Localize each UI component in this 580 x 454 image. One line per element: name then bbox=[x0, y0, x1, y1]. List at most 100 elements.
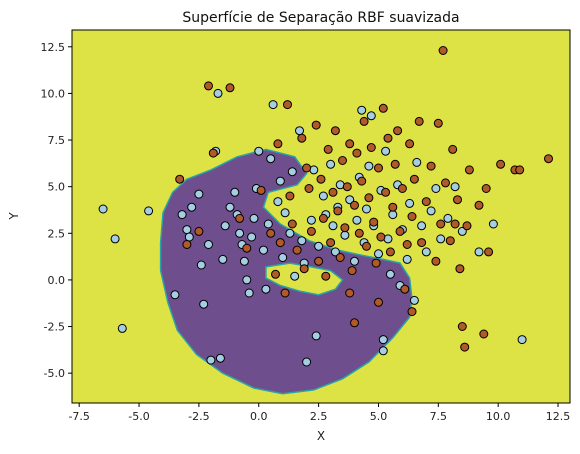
data-point-class-1 bbox=[417, 238, 427, 248]
data-point-class-0 bbox=[170, 290, 180, 300]
data-point-class-0 bbox=[388, 210, 398, 220]
x-axis-label: X bbox=[317, 429, 325, 443]
data-point-class-1 bbox=[450, 219, 460, 229]
data-point-class-0 bbox=[364, 161, 374, 171]
data-point-class-1 bbox=[393, 126, 403, 136]
data-point-class-1 bbox=[271, 269, 280, 279]
data-point-class-1 bbox=[402, 240, 412, 249]
data-point-class-0 bbox=[378, 335, 388, 345]
data-point-class-0 bbox=[220, 221, 230, 231]
y-tick-label: 7.5 bbox=[48, 134, 66, 147]
data-point-class-1 bbox=[385, 247, 395, 257]
data-point-class-1 bbox=[496, 159, 506, 169]
data-point-class-1 bbox=[453, 195, 462, 205]
data-point-class-0 bbox=[385, 269, 395, 279]
data-point-class-1 bbox=[438, 46, 448, 55]
y-tick-label: 10.0 bbox=[41, 87, 66, 100]
data-point-class-1 bbox=[318, 213, 328, 223]
data-point-class-1 bbox=[362, 241, 371, 251]
data-point-class-0 bbox=[263, 219, 273, 229]
x-tick-label: -5.0 bbox=[128, 410, 149, 423]
data-point-class-1 bbox=[287, 219, 297, 229]
data-point-class-1 bbox=[299, 264, 309, 274]
y-axis-label: Y bbox=[7, 212, 21, 221]
data-point-class-0 bbox=[117, 323, 127, 333]
data-point-class-1 bbox=[175, 174, 185, 184]
data-point-class-1 bbox=[474, 200, 484, 210]
data-point-class-1 bbox=[266, 228, 276, 238]
data-point-class-1 bbox=[347, 266, 357, 276]
data-point-class-0 bbox=[443, 213, 453, 223]
data-point-class-0 bbox=[247, 232, 257, 242]
data-point-class-0 bbox=[436, 234, 446, 244]
data-point-class-1 bbox=[350, 318, 359, 328]
data-point-class-1 bbox=[275, 238, 285, 248]
data-point-class-1 bbox=[345, 139, 355, 149]
data-point-class-0 bbox=[417, 221, 427, 231]
data-point-class-1 bbox=[297, 133, 307, 143]
data-point-class-1 bbox=[364, 193, 374, 203]
data-point-class-1 bbox=[321, 271, 331, 281]
data-point-class-0 bbox=[239, 256, 249, 266]
data-point-class-0 bbox=[314, 241, 324, 251]
data-point-class-1 bbox=[225, 83, 235, 93]
x-tick-label: 7.5 bbox=[430, 410, 448, 423]
data-point-class-0 bbox=[144, 206, 154, 216]
data-point-class-0 bbox=[352, 215, 362, 225]
data-point-class-1 bbox=[407, 307, 417, 317]
data-point-class-0 bbox=[421, 247, 431, 257]
data-point-class-1 bbox=[342, 182, 352, 192]
data-point-class-0 bbox=[412, 157, 422, 167]
data-point-class-1 bbox=[544, 154, 553, 164]
x-tick-label: 10.0 bbox=[486, 410, 511, 423]
data-point-class-1 bbox=[285, 191, 295, 201]
data-point-class-0 bbox=[225, 202, 235, 212]
data-point-class-1 bbox=[431, 256, 441, 266]
data-point-class-1 bbox=[359, 116, 369, 126]
data-point-class-0 bbox=[184, 232, 194, 242]
data-point-class-1 bbox=[481, 184, 491, 193]
data-point-class-0 bbox=[350, 256, 359, 266]
data-point-class-1 bbox=[311, 120, 321, 130]
data-point-class-1 bbox=[335, 253, 345, 262]
data-point-class-1 bbox=[484, 247, 494, 257]
data-point-class-0 bbox=[431, 184, 441, 193]
data-point-class-1 bbox=[374, 297, 383, 307]
data-point-class-1 bbox=[338, 156, 347, 165]
data-point-class-1 bbox=[414, 116, 424, 126]
data-point-class-0 bbox=[374, 249, 383, 259]
data-point-class-1 bbox=[395, 226, 405, 236]
data-point-class-1 bbox=[350, 200, 359, 210]
data-point-class-1 bbox=[407, 212, 417, 221]
data-point-class-0 bbox=[328, 221, 338, 231]
data-point-class-1 bbox=[409, 174, 419, 184]
data-point-class-1 bbox=[326, 238, 336, 248]
data-point-class-0 bbox=[311, 331, 321, 341]
data-point-class-0 bbox=[215, 353, 225, 363]
data-point-class-1 bbox=[376, 232, 386, 242]
data-point-class-0 bbox=[378, 346, 388, 356]
data-point-class-0 bbox=[259, 245, 268, 255]
x-tick-label: -7.5 bbox=[68, 410, 89, 423]
data-point-class-1 bbox=[304, 184, 314, 193]
data-point-class-0 bbox=[182, 225, 192, 235]
data-point-class-1 bbox=[194, 226, 204, 236]
x-tick-label: 12.5 bbox=[546, 410, 571, 423]
data-point-class-1 bbox=[280, 288, 290, 298]
data-point-class-1 bbox=[421, 197, 431, 207]
data-points bbox=[98, 46, 553, 367]
data-point-class-1 bbox=[457, 322, 467, 331]
data-point-class-1 bbox=[479, 329, 489, 339]
data-point-class-0 bbox=[426, 206, 436, 216]
data-point-class-0 bbox=[249, 213, 259, 223]
data-point-class-1 bbox=[390, 159, 400, 169]
data-point-class-1 bbox=[383, 133, 393, 143]
data-point-class-0 bbox=[326, 159, 336, 169]
data-point-class-1 bbox=[357, 176, 367, 186]
data-point-class-1 bbox=[426, 161, 436, 171]
data-point-class-0 bbox=[287, 167, 297, 177]
data-point-class-0 bbox=[261, 284, 271, 294]
data-point-class-1 bbox=[306, 226, 316, 236]
data-point-class-0 bbox=[187, 202, 197, 212]
